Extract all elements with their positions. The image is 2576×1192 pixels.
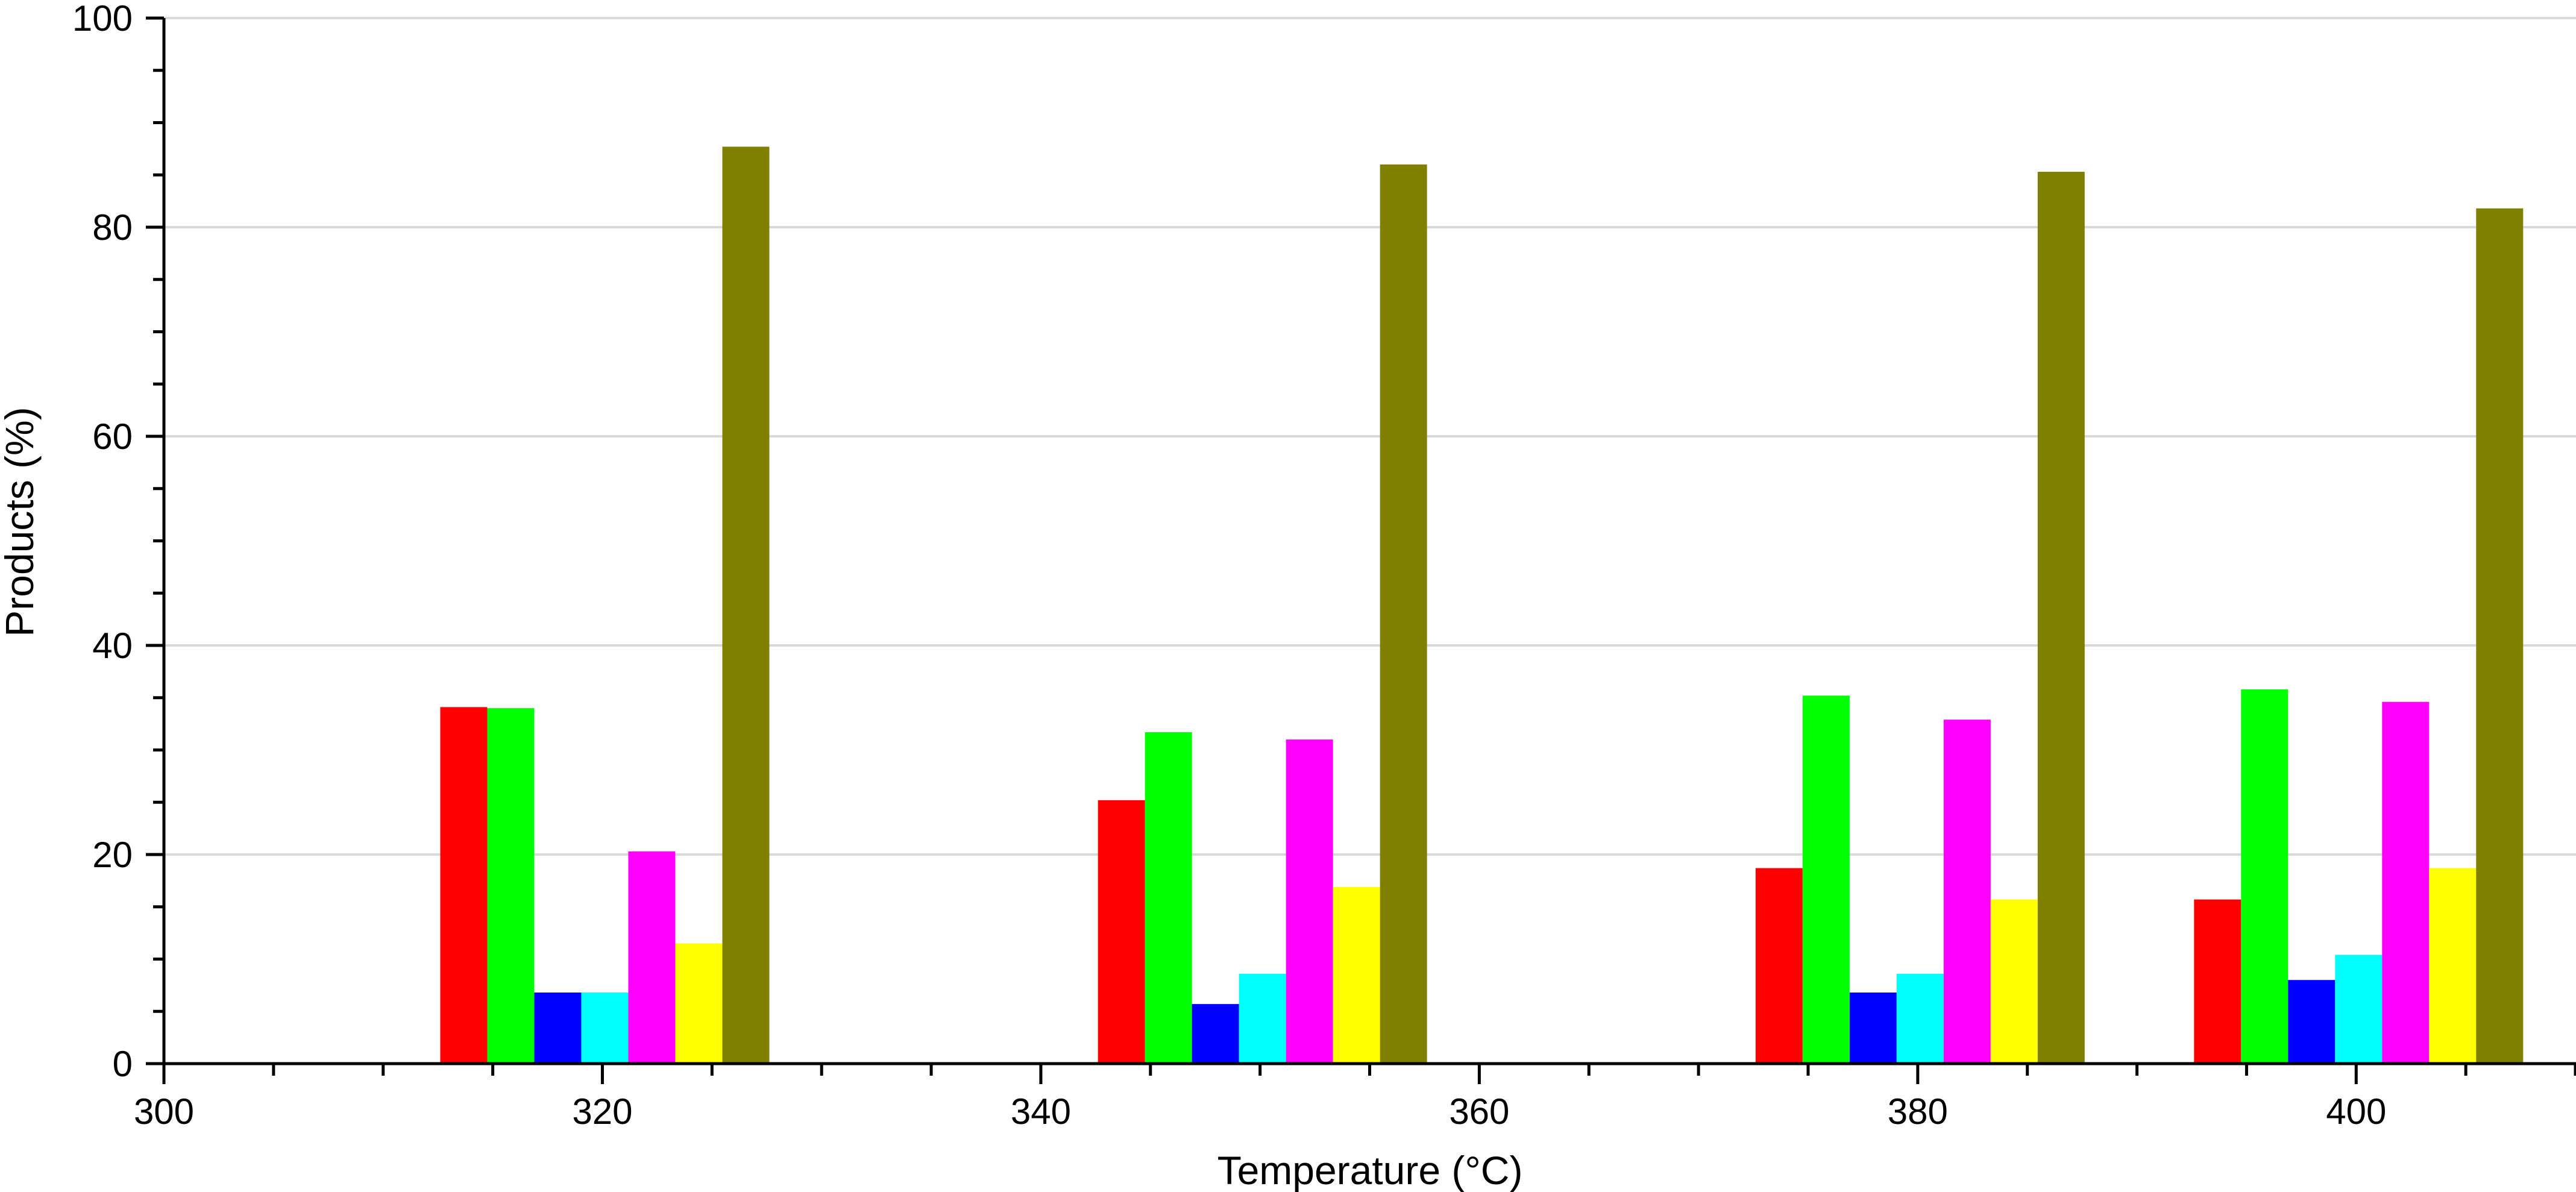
bar — [2429, 868, 2477, 1064]
bar — [581, 993, 629, 1064]
bar — [1286, 739, 1333, 1064]
y-tick-label: 60 — [92, 416, 133, 457]
x-tick-label: 380 — [1888, 1091, 1948, 1132]
bar — [1333, 886, 1380, 1064]
bars-layer — [440, 146, 2524, 1064]
y-tick-label: 20 — [92, 835, 133, 875]
x-tick-label: 320 — [572, 1091, 632, 1132]
bar — [487, 708, 535, 1064]
bar — [534, 993, 582, 1064]
bar — [1849, 993, 1897, 1064]
bar — [1098, 800, 1145, 1064]
bar — [1896, 973, 1944, 1064]
bar — [2194, 899, 2241, 1064]
x-tick-label: 360 — [1449, 1091, 1509, 1132]
bar — [722, 146, 770, 1064]
bar — [1943, 720, 1991, 1064]
bar — [1755, 868, 1803, 1064]
bar — [2476, 208, 2524, 1064]
x-tick-label: 340 — [1011, 1091, 1071, 1132]
bar — [2382, 701, 2430, 1064]
grid-lines — [164, 17, 2576, 856]
bar — [440, 707, 488, 1064]
y-tick-label: 80 — [92, 207, 133, 248]
bar — [675, 943, 723, 1064]
bar — [2241, 689, 2289, 1064]
bar — [1145, 732, 1192, 1064]
y-tick-label: 0 — [113, 1044, 133, 1084]
y-tick-label: 100 — [72, 0, 133, 39]
bar — [2335, 955, 2383, 1064]
bar — [1802, 695, 1850, 1064]
y-tick-label: 40 — [92, 626, 133, 666]
bar — [1192, 1004, 1239, 1064]
axes-layer: 0 20 40 60 80 100 300 320 340 360 380 400 — [72, 0, 2576, 1132]
y-axis-title: Products (%) — [0, 407, 42, 636]
x-tick-label: 400 — [2326, 1091, 2386, 1132]
bar — [1239, 973, 1286, 1064]
x-tick-label: 300 — [134, 1091, 194, 1132]
bar — [2037, 172, 2085, 1064]
bar — [2288, 980, 2336, 1064]
bar — [628, 851, 676, 1064]
bar — [1990, 899, 2038, 1064]
x-axis-title: Temperature (°C) — [1217, 1148, 1523, 1192]
bar — [1380, 164, 1427, 1064]
